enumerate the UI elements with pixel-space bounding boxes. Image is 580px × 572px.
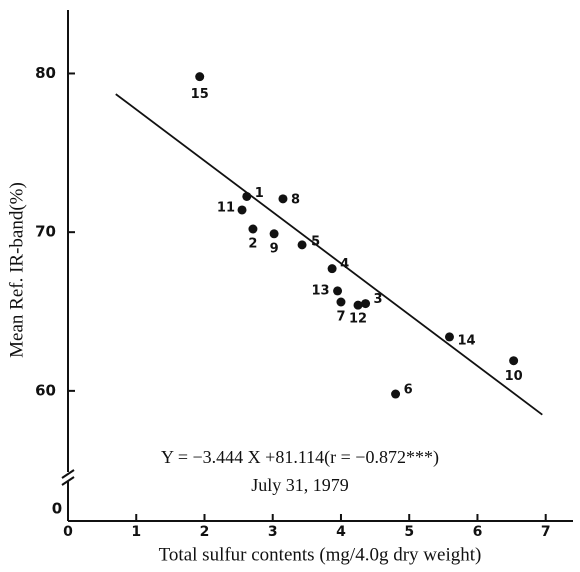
point [195,72,205,82]
point [361,299,371,309]
point [333,286,343,296]
y-tick-label: 80 [35,64,56,82]
point [327,264,337,274]
annotation: July 31, 1979 [251,475,349,495]
point [237,205,247,215]
point-label: 5 [311,234,320,249]
x-tick-label: 3 [268,524,278,540]
point-label: 15 [191,87,209,102]
point [248,224,258,234]
x-tick-label: 5 [404,524,414,540]
point-label: 7 [336,310,345,325]
point-label: 3 [374,292,383,307]
y-break-label: 0 [52,500,62,518]
x-tick-label: 4 [336,524,346,540]
point [444,332,454,342]
point-label: 13 [311,283,329,298]
y-tick-label: 70 [35,223,56,241]
x-axis-label: Total sulfur contents (mg/4.0g dry weigh… [159,544,482,565]
point-label: 11 [217,200,235,215]
break-mark [61,469,75,479]
point [278,194,288,204]
x-tick-label: 6 [473,524,483,540]
x-tick-label: 1 [131,524,141,540]
y-tick-label: 60 [35,381,56,399]
point [297,240,307,250]
fit-line [115,93,543,416]
y-axis-label: Mean Ref. IR-band(%) [6,182,27,358]
point [509,356,519,366]
point-label: 8 [291,192,300,207]
x-tick-label: 0 [63,524,73,540]
x-tick-label: 2 [200,524,210,540]
x-tick-label: 7 [541,524,551,540]
point [242,191,252,201]
point-label: 1 [255,186,264,201]
point [391,389,401,399]
point [269,229,279,239]
point-label: 4 [340,257,349,272]
point-label: 14 [457,333,475,348]
point-label: 12 [349,312,367,327]
point-label: 9 [270,241,279,256]
point-label: 2 [248,237,257,252]
annotation: Y = −3.444 X +81.114(r = −0.872***) [161,447,439,468]
point-label: 10 [505,369,523,384]
point [336,297,346,307]
point [353,300,363,310]
point-label: 6 [404,383,413,398]
